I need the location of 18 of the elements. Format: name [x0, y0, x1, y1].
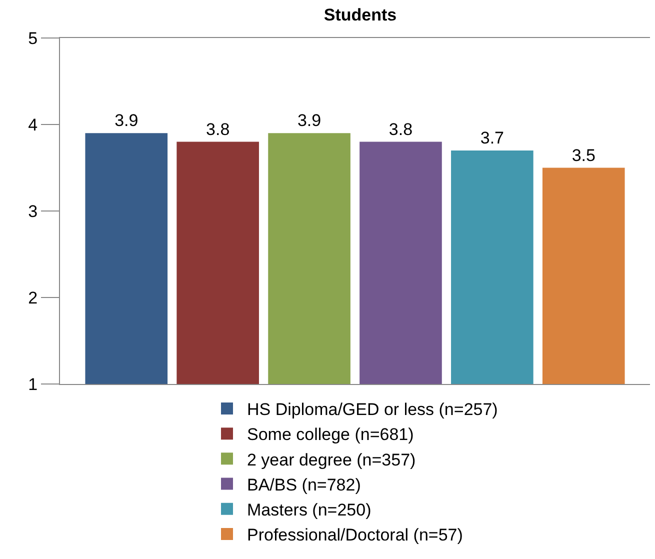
- legend-label: Masters (n=250): [247, 500, 372, 520]
- y-tick-label: 2: [28, 288, 38, 308]
- legend-label: BA/BS (n=782): [247, 475, 361, 494]
- legend-label: HS Diploma/GED or less (n=257): [247, 400, 498, 420]
- y-tick-label: 1: [28, 374, 38, 394]
- legend-label: Some college (n=681): [247, 425, 414, 444]
- chart-title: Students: [324, 5, 397, 24]
- data-label: 3.8: [388, 120, 413, 139]
- data-label: 3.9: [114, 111, 138, 130]
- legend-label: Professional/Doctoral (n=57): [247, 526, 463, 545]
- data-label: 3.5: [572, 146, 596, 165]
- data-label: 3.7: [480, 128, 504, 148]
- y-tick-label: 4: [28, 115, 38, 134]
- y-tick-label: 5: [28, 28, 38, 48]
- data-label: 3.9: [297, 111, 322, 130]
- y-tick-label: 3: [28, 202, 38, 221]
- legend-label: 2 year degree (n=357): [247, 450, 416, 470]
- data-label: 3.8: [206, 120, 230, 139]
